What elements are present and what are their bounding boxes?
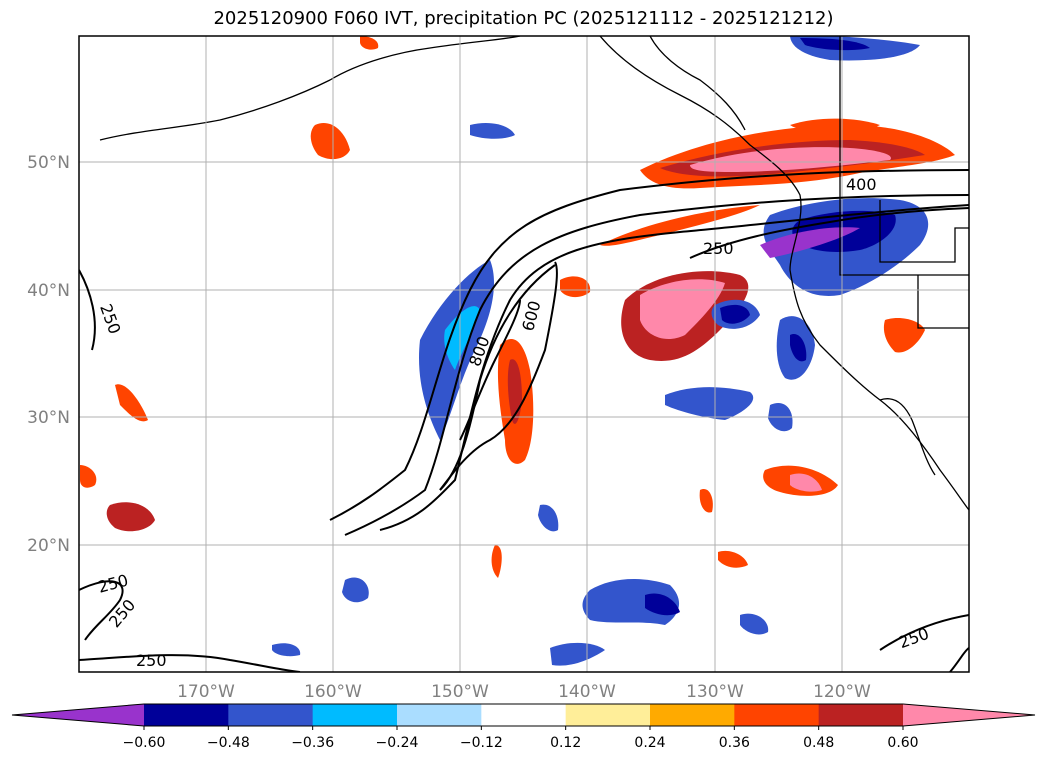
colorbar-segment <box>228 704 314 726</box>
colorbar-tick-label: 0.48 <box>803 735 834 751</box>
colorbar-tick-label: 0.36 <box>719 735 750 751</box>
colorbar-segment <box>818 704 904 726</box>
colorbar-segment <box>397 704 482 726</box>
lat-tick-label: 20°N <box>27 536 70 556</box>
lat-tick-label: 30°N <box>27 408 70 428</box>
colorbar-segment <box>903 704 1035 726</box>
lon-tick-label: 130°W <box>686 682 744 702</box>
lon-tick-label: 120°W <box>813 682 871 702</box>
contour-label: 250 <box>703 239 734 258</box>
colorbar-segment <box>650 704 735 726</box>
colorbar-tick-label: 0.60 <box>887 735 918 751</box>
colorbar-tick-label: 0.24 <box>634 735 665 751</box>
colorbar-segment <box>481 704 567 726</box>
lat-tick-label: 40°N <box>27 281 70 301</box>
colorbar-tick-label: 0.12 <box>550 735 581 751</box>
lon-tick-label: 160°W <box>304 682 362 702</box>
colorbar-segment <box>565 704 651 726</box>
map-frame <box>78 35 970 673</box>
colorbar <box>11 703 1036 727</box>
map-panel <box>79 36 969 672</box>
colorbar-tick-label: −0.24 <box>376 735 419 751</box>
map-title: 2025120900 F060 IVT, precipitation PC (2… <box>213 8 834 29</box>
colorbar-tick-label: −0.48 <box>207 735 250 751</box>
lat-tick-labels: 50°N 40°N 30°N 20°N <box>27 153 70 556</box>
lat-tick-label: 50°N <box>27 153 70 173</box>
colorbar-tick-labels: −0.60 −0.48 −0.36 −0.24 −0.12 0.12 0.24 0.36 0.4… <box>123 726 919 751</box>
gridlines <box>79 36 969 672</box>
lon-tick-label: 140°W <box>558 682 616 702</box>
colorbar-segment <box>144 704 229 726</box>
lon-tick-label: 170°W <box>177 682 235 702</box>
lon-tick-label: 150°W <box>431 682 489 702</box>
colorbar-segment <box>312 704 398 726</box>
colorbar-tick-label: −0.60 <box>123 735 166 751</box>
coastlines <box>99 36 969 511</box>
contour-label: 250 <box>136 651 167 670</box>
lon-tick-labels: 170°W 160°W 150°W 140°W 130°W 120°W <box>177 682 871 702</box>
colorbar-segment <box>12 704 144 726</box>
ivt-contours <box>79 169 969 672</box>
colorbar-tick-label: −0.36 <box>291 735 334 751</box>
contour-label: 400 <box>846 175 877 194</box>
colorbar-segment <box>734 704 820 726</box>
colorbar-tick-label: −0.12 <box>460 735 503 751</box>
